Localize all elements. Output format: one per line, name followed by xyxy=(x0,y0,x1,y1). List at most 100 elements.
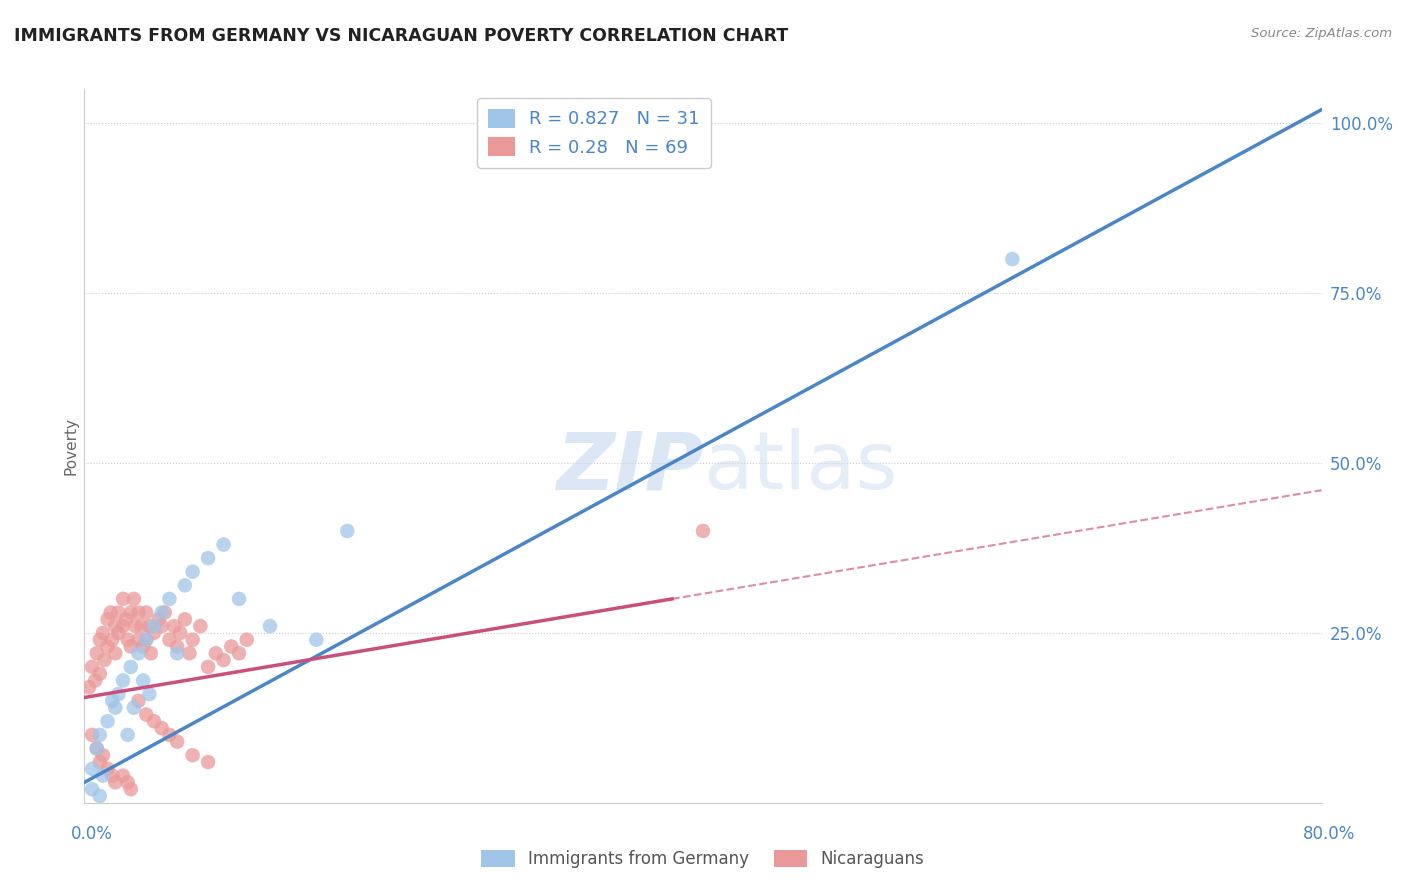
Point xyxy=(135,632,157,647)
Point xyxy=(181,565,204,579)
Point xyxy=(159,591,180,606)
Text: ZIP: ZIP xyxy=(555,428,703,507)
Point xyxy=(120,782,142,797)
Point xyxy=(89,666,111,681)
Point xyxy=(205,646,228,660)
Point xyxy=(124,619,146,633)
Point xyxy=(169,626,191,640)
Legend: Immigrants from Germany, Nicaraguans: Immigrants from Germany, Nicaraguans xyxy=(475,843,931,875)
Point xyxy=(112,591,135,606)
Point xyxy=(197,551,219,566)
Point xyxy=(112,619,135,633)
Point xyxy=(93,653,115,667)
Point xyxy=(150,606,173,620)
Point xyxy=(77,680,100,694)
Legend: R = 0.827   N = 31, R = 0.28   N = 69: R = 0.827 N = 31, R = 0.28 N = 69 xyxy=(477,98,710,168)
Point xyxy=(117,632,139,647)
Point xyxy=(305,632,328,647)
Point xyxy=(104,619,127,633)
Point xyxy=(127,694,149,708)
Point xyxy=(120,660,142,674)
Point xyxy=(135,606,157,620)
Text: Source: ZipAtlas.com: Source: ZipAtlas.com xyxy=(1251,27,1392,40)
Point xyxy=(115,612,138,626)
Point xyxy=(112,673,135,688)
Point xyxy=(127,606,149,620)
Point xyxy=(100,606,122,620)
Point xyxy=(107,687,129,701)
Point xyxy=(104,700,127,714)
Point xyxy=(259,619,281,633)
Point xyxy=(84,673,107,688)
Point xyxy=(86,741,108,756)
Text: 0.0%: 0.0% xyxy=(70,825,112,843)
Point xyxy=(101,769,124,783)
Point xyxy=(166,734,188,748)
Point xyxy=(112,769,135,783)
Point xyxy=(166,646,188,660)
Point xyxy=(150,721,173,735)
Point xyxy=(96,762,118,776)
Point xyxy=(135,632,157,647)
Point xyxy=(89,728,111,742)
Point xyxy=(197,755,219,769)
Point xyxy=(89,755,111,769)
Point xyxy=(212,653,235,667)
Point xyxy=(86,741,108,756)
Point xyxy=(96,612,118,626)
Point xyxy=(197,660,219,674)
Point xyxy=(96,714,118,729)
Point xyxy=(143,619,166,633)
Point xyxy=(120,606,142,620)
Point xyxy=(132,673,155,688)
Point xyxy=(117,775,139,789)
Point xyxy=(91,626,114,640)
Point xyxy=(181,632,204,647)
Point xyxy=(181,748,204,763)
Point xyxy=(104,646,127,660)
Point xyxy=(138,619,160,633)
Point xyxy=(174,578,197,592)
Point xyxy=(89,632,111,647)
Point xyxy=(139,646,162,660)
Point xyxy=(86,646,108,660)
Point xyxy=(159,632,180,647)
Point xyxy=(117,728,139,742)
Point xyxy=(127,632,149,647)
Point xyxy=(82,660,104,674)
Text: 80.0%: 80.0% xyxy=(1302,825,1355,843)
Text: IMMIGRANTS FROM GERMANY VS NICARAGUAN POVERTY CORRELATION CHART: IMMIGRANTS FROM GERMANY VS NICARAGUAN PO… xyxy=(14,27,789,45)
Point xyxy=(150,619,173,633)
Point xyxy=(107,626,129,640)
Point xyxy=(188,619,211,633)
Point xyxy=(138,687,160,701)
Point xyxy=(166,640,188,654)
Point xyxy=(101,694,124,708)
Y-axis label: Poverty: Poverty xyxy=(63,417,79,475)
Point xyxy=(163,619,186,633)
Point xyxy=(228,591,250,606)
Point xyxy=(82,782,104,797)
Point xyxy=(228,646,250,660)
Point xyxy=(107,606,129,620)
Point xyxy=(179,646,201,660)
Text: atlas: atlas xyxy=(703,428,897,507)
Point xyxy=(104,775,127,789)
Point xyxy=(148,612,170,626)
Point xyxy=(127,646,149,660)
Point xyxy=(1001,252,1024,266)
Point xyxy=(132,640,155,654)
Point xyxy=(89,789,111,803)
Point xyxy=(122,700,145,714)
Point xyxy=(235,632,259,647)
Point xyxy=(120,640,142,654)
Point xyxy=(143,626,166,640)
Point xyxy=(219,640,242,654)
Point xyxy=(96,640,118,654)
Point xyxy=(135,707,157,722)
Point xyxy=(143,714,166,729)
Point xyxy=(131,619,153,633)
Point xyxy=(91,769,114,783)
Point xyxy=(159,728,180,742)
Point xyxy=(82,728,104,742)
